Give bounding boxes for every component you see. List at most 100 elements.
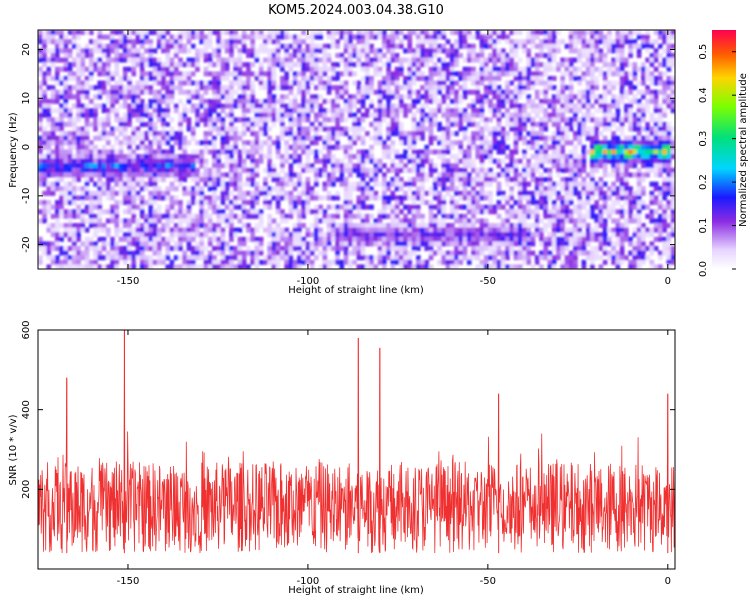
spectrogram-cell [471,48,476,54]
spectrogram-cell [156,204,162,210]
spectrogram-cell [93,112,98,118]
spectrogram-cell [186,186,192,192]
spectrogram-cell [343,200,349,206]
spectrogram-cell [173,223,179,229]
spectrogram-cell [97,30,103,35]
spectrogram-cell [186,34,192,40]
spectrogram-cell [156,62,162,68]
spectrogram-cell [212,177,217,183]
spectrogram-cell [607,117,612,123]
spectrogram-cell [275,48,281,54]
spectrogram-cell [314,131,319,137]
spectrogram-cell [607,112,612,118]
spectrogram-cell [415,172,421,178]
spectrogram-cell [216,89,222,95]
spectrogram-cell [573,39,578,45]
spectrogram-cell [602,218,608,224]
spectrogram-cell [632,30,638,35]
spectrogram-cell [288,213,294,219]
spectrogram-cell [148,62,154,68]
spectrogram-cell [207,149,213,155]
spectrogram-cell [611,48,616,54]
spectrogram-cell [505,80,510,86]
spectrogram-cell [297,181,302,187]
spectrogram-cell [156,163,162,169]
spectrogram-cell [475,121,481,127]
spectrogram-cell [390,52,396,58]
spectrogram-cell [288,57,294,63]
spectrogram-cell [148,43,154,49]
spectrogram-cell [63,62,69,68]
spectrogram-cell [67,154,73,160]
spectrogram-cell [488,149,493,155]
spectrogram-cell [407,108,413,114]
spectrogram-cell [267,48,272,54]
spectrogram-cell [203,85,209,91]
spectrogram-cell [568,172,574,178]
spectrogram-cell [97,200,103,206]
spectrogram-cell [292,223,298,229]
spectrogram-cell [76,227,81,233]
spectrogram-cell [326,232,332,238]
spectrogram-cell [118,140,124,146]
spectrogram-cell [139,213,145,219]
spectrogram-cell [314,154,319,160]
spectrogram-cell [195,223,200,229]
spectrogram-cell [581,177,587,183]
spectrogram-cell [331,181,336,187]
spectrogram-cell [602,52,608,58]
spectrogram-cell [54,89,60,95]
spectrogram-cell [607,195,612,201]
spectrogram-cell [139,75,145,81]
spectrogram-cell [305,181,311,187]
spectrogram-cell [165,158,171,164]
spectrogram-cell [335,62,340,68]
spectrogram-cell [326,89,332,95]
spectrogram-cell [526,213,532,219]
spectrogram-cell [598,209,604,215]
spectrogram-cell [360,39,366,45]
spectrogram-cell [84,158,90,164]
spectrogram-cell [93,135,98,141]
spectrogram-cell [568,195,574,201]
spectrogram-cell [607,126,612,132]
spectrogram-cell [101,121,107,127]
spectrogram-cell [254,71,260,77]
spectrogram-cell [411,232,417,238]
spectrogram-cell [101,154,107,160]
spectrogram-cell [577,94,582,100]
spectrogram-cell [135,181,141,187]
spectrogram-cell [156,43,162,49]
spectrogram-cell [658,34,663,40]
spectrogram-cell [105,195,111,201]
spectrogram-cell [38,52,43,58]
spectrogram-cell [356,98,362,104]
spectrogram-cell [292,43,298,49]
spectrogram-cell [424,172,430,178]
spectrogram-cell [462,177,468,183]
spectrogram-cell [186,126,192,132]
spectrogram-cell [522,195,527,201]
spectrogram-cell [577,30,582,35]
spectrogram-cell [449,200,455,206]
spectrogram-cell [93,117,98,123]
spectrogram-cell [110,213,115,219]
spectrogram-cell [314,213,319,219]
spectrogram-cell [50,149,56,155]
spectrogram-cell [390,103,396,109]
spectrogram-cell [144,154,149,160]
spectrogram-cell [390,43,396,49]
spectrogram-cell [122,158,128,164]
spectrogram-cell [360,85,366,91]
spectrogram-cell [267,126,272,132]
spectrogram-cell [271,177,277,183]
spectrogram-cell [186,98,192,104]
spectrogram-cell [551,94,557,100]
spectrogram-cell [343,213,349,219]
spectrogram-cell [377,131,383,137]
spectrogram-cell [84,131,90,137]
spectrogram-cell [458,108,464,114]
spectrogram-cell [407,158,413,164]
spectrogram-cell [93,121,98,127]
spectrogram-cell [229,181,234,187]
